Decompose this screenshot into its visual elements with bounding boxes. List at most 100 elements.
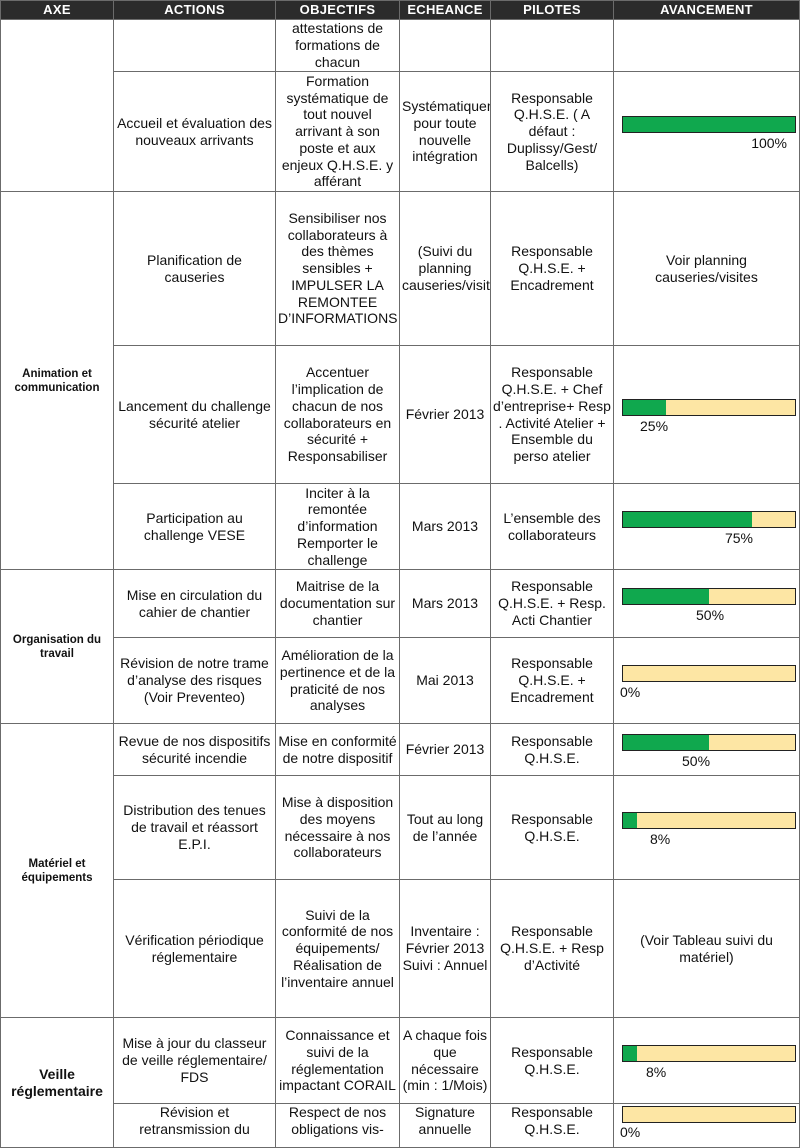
- pilotes-cell: Responsable Q.H.S.E.: [490, 775, 614, 880]
- action-cell: Mise à jour du classeur de veille réglem…: [113, 1017, 276, 1104]
- action-cell: Mise en circulation du cahier de chantie…: [113, 569, 276, 638]
- pilotes-cell: Responsable Q.H.S.E. + Resp. Acti Chanti…: [490, 569, 614, 638]
- progress-label: 0%: [620, 1124, 641, 1140]
- avancement-cell: 100%: [613, 71, 800, 192]
- progress-fill: [623, 588, 709, 604]
- table-row: Veille réglementaire Mise à jour du clas…: [0, 1017, 800, 1148]
- echeance-cell: (Suivi du planning causeries/visites): [399, 191, 491, 346]
- pilotes-cell: Responsable Q.H.S.E.: [490, 723, 614, 776]
- pilotes-cell: Responsable Q.H.S.E. + Resp d’Activité: [490, 879, 614, 1018]
- echeance-cell: Février 2013: [399, 345, 491, 484]
- avancement-cell: 75%: [613, 483, 800, 570]
- objectif-cell: Mise à disposition des moyens nécessaire…: [275, 775, 400, 880]
- echeance-cell: Février 2013: [399, 723, 491, 776]
- progress-bar: 0%: [615, 1105, 799, 1145]
- echeance-cell: Mars 2013: [399, 569, 491, 638]
- avancement-cell: 8%: [613, 775, 800, 880]
- avancement-cell: 50%: [613, 723, 800, 776]
- progress-bar: 50%: [615, 582, 799, 626]
- progress-fill: [623, 812, 637, 828]
- axe-cell: Organisation du travail: [0, 569, 114, 724]
- objectif-cell: Mise en conformité de notre dispositif: [275, 723, 400, 776]
- table-row: Participation au challenge VESE Inciter …: [1, 483, 800, 570]
- avancement-cell: 50%: [613, 569, 800, 638]
- progress-bar: 25%: [615, 393, 799, 437]
- objectif-cell: attestations de formations de chacun: [275, 19, 400, 72]
- pilotes-cell: L’ensemble des collaborateurs: [490, 483, 614, 570]
- avancement-cell: 25%: [613, 345, 800, 484]
- axe-cell: Matériel et équipements: [0, 723, 114, 1018]
- axe-cell: Animation et communication: [0, 191, 114, 570]
- pilotes-cell: [490, 19, 614, 72]
- header-actions: ACTIONS: [113, 0, 276, 20]
- objectif-cell: Suivi de la conformité de nos équipement…: [275, 879, 400, 1018]
- progress-fill: [623, 511, 752, 527]
- progress-fill: [623, 1045, 637, 1061]
- progress-label: 75%: [724, 529, 753, 546]
- progress-label: 100%: [751, 134, 787, 151]
- header-row: AXE ACTIONS OBJECTIFS ECHEANCE PILOTES A…: [0, 0, 800, 20]
- table-row: Distribution des tenues de travail et ré…: [1, 775, 800, 880]
- avancement-cell: Voir planning causeries/visites: [613, 191, 800, 346]
- pilotes-cell: Responsable Q.H.S.E. + Encadrement: [490, 191, 614, 346]
- progress-label: 50%: [696, 606, 725, 623]
- avancement-cell: 0%: [613, 637, 800, 724]
- table-row: Révision de notre trame d’analyse des ri…: [1, 637, 800, 724]
- action-cell: [113, 19, 276, 72]
- progress-fill: [623, 399, 666, 415]
- echeance-cell: Mai 2013: [399, 637, 491, 724]
- header-pilotes: PILOTES: [490, 0, 614, 20]
- header-echeance: ECHEANCE: [399, 0, 491, 20]
- echeance-cell: Tout au long de l’année: [399, 775, 491, 880]
- echeance-cell: [399, 19, 491, 72]
- progress-bar: 50%: [615, 728, 799, 772]
- progress-label: 0%: [620, 683, 641, 700]
- avancement-cell: 8%: [613, 1017, 800, 1104]
- axe-cell: Veille réglementaire: [0, 1017, 114, 1148]
- avancement-cell: (Voir Tableau suivi du matériel): [613, 879, 800, 1018]
- pilotes-cell: Responsable Q.H.S.E. + Encadrement: [490, 637, 614, 724]
- action-cell: Vérification périodique réglementaire: [113, 879, 276, 1018]
- echeance-cell: Signature annuelle: [399, 1103, 491, 1148]
- echeance-cell: Systématiquement pour toute nouvelle int…: [399, 71, 491, 192]
- table-row: Vérification périodique réglementaire Su…: [1, 879, 800, 1018]
- progress-bar: 0%: [615, 659, 799, 703]
- objectif-cell: Inciter à la remontée d’information Remp…: [275, 483, 400, 570]
- action-cell: Participation au challenge VESE: [113, 483, 276, 570]
- action-cell: Lancement du challenge sécurité atelier: [113, 345, 276, 484]
- objectif-cell: Sensibiliser nos collaborateurs à des th…: [275, 191, 400, 346]
- progress-bar: 75%: [615, 505, 799, 549]
- header-axe: AXE: [0, 0, 114, 20]
- objectif-cell: Maitrise de la documentation sur chantie…: [275, 569, 400, 638]
- action-cell: Planification de causeries: [113, 191, 276, 346]
- progress-bar: 8%: [615, 806, 799, 850]
- table-row: Accueil et évaluation des nouveaux arriv…: [1, 71, 800, 192]
- table-row: Lancement du challenge sécurité atelier …: [1, 345, 800, 484]
- progress-bar: 100%: [615, 110, 799, 154]
- header-objectifs: OBJECTIFS: [275, 0, 400, 20]
- action-cell: Revue de nos dispositifs sécurité incend…: [113, 723, 276, 776]
- objectif-cell: Formation systématique de tout nouvel ar…: [275, 71, 400, 192]
- progress-label: 50%: [682, 752, 711, 769]
- progress-fill: [623, 734, 709, 750]
- pilotes-cell: Responsable Q.H.S.E. ( A défaut : Duplis…: [490, 71, 614, 192]
- avancement-cell: 0%: [613, 1103, 800, 1148]
- action-cell: Révision de notre trame d’analyse des ri…: [113, 637, 276, 724]
- table-row: Révision et retransmission du Respect de…: [1, 1103, 800, 1148]
- objectif-cell: Accentuer l’implication de chacun de nos…: [275, 345, 400, 484]
- action-cell: Révision et retransmission du: [113, 1103, 276, 1148]
- progress-bar: 8%: [615, 1039, 799, 1083]
- table-row: Matériel et équipements Revue de nos dis…: [0, 723, 800, 1018]
- progress-label: 8%: [646, 1063, 667, 1080]
- objectif-cell: Respect de nos obligations vis-: [275, 1103, 400, 1148]
- progress-fill: [623, 116, 795, 132]
- pilotes-cell: Responsable Q.H.S.E.: [490, 1017, 614, 1104]
- axe-cell: [0, 19, 114, 192]
- echeance-cell: A chaque fois que nécessaire (min : 1/Mo…: [399, 1017, 491, 1104]
- table-row: attestations de formations de chacun: [0, 19, 800, 192]
- echeance-cell: Mars 2013: [399, 483, 491, 570]
- progress-label: 25%: [640, 417, 669, 434]
- pilotes-cell: Responsable Q.H.S.E. + Chef d’entreprise…: [490, 345, 614, 484]
- avancement-cell: [613, 19, 800, 72]
